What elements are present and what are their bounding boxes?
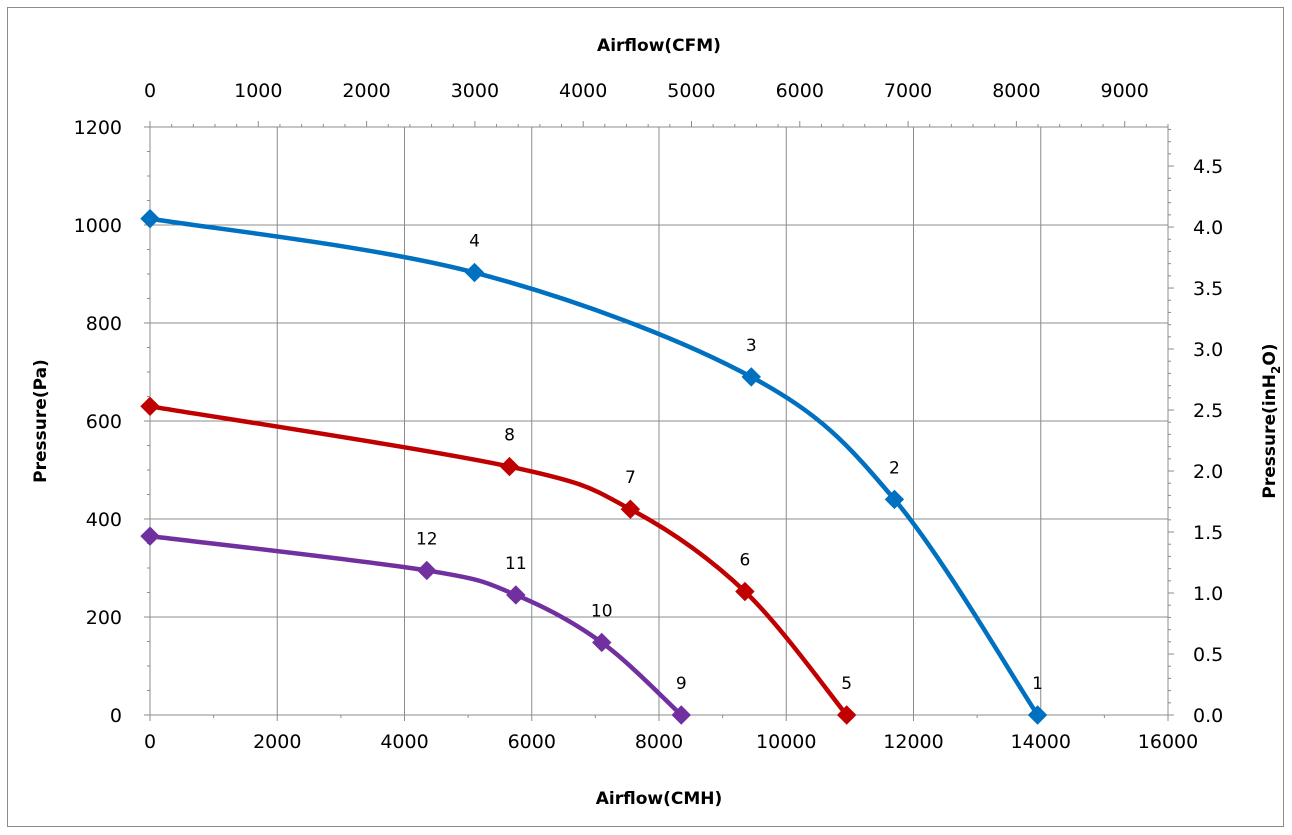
y-left-tick-label: 400 [86,509,122,531]
gridlines [150,126,1169,715]
x-top-tick-label: 6000 [776,80,824,102]
y-right-tick-label: 0.5 [1193,644,1223,666]
y-left-title: Pressure(Pa) [31,359,51,483]
x-top-tick-label: 9000 [1101,80,1149,102]
data-point-marker [140,396,160,417]
y-right-tick-label: 3.5 [1193,278,1223,300]
data-point-label: 1 [1032,674,1043,694]
y-left-tick-label: 0 [110,705,122,727]
data-point-marker [741,367,761,387]
series-line-2 [149,404,849,717]
x-top-tick-label: 5000 [667,80,715,102]
data-point-label: 6 [739,551,750,571]
data-point-label: 8 [504,426,515,446]
series-line-3 [149,533,683,717]
data-point-marker [140,208,160,229]
data-point-marker [506,585,526,605]
y-right-tick-label: 4.5 [1193,156,1223,178]
y-right-title-sub: 2 [1269,366,1283,374]
y-right-title-end: O) [1260,343,1280,365]
y-left-tick-label: 1000 [74,215,122,237]
series-group: 4 3 2 1 8 7 6 5 12 11 10 9 [140,208,1048,725]
x-top-tick-label: 4000 [559,80,607,102]
x-top-tick-label: 8000 [992,80,1040,102]
data-point-marker [836,705,857,725]
data-point-marker [592,632,612,653]
data-point-label: 9 [676,674,687,694]
x-top-tick-label: 2000 [342,80,390,102]
y-right-tick-label: 1.0 [1193,583,1223,605]
data-point-label: 2 [889,458,900,478]
y-right-title-main: Pressure(inH [1260,374,1280,499]
data-point-marker [884,489,905,510]
y-right-tick-label: 1.5 [1193,522,1223,544]
x-bottom-title: Airflow(CMH) [596,789,723,809]
y-right-tick-label: 3.0 [1193,339,1223,361]
data-point-marker [620,499,641,519]
y-right-title: Pressure(inH2O) [1260,343,1283,498]
data-point-marker [417,560,437,581]
data-point-marker [140,526,160,546]
data-point-label: 4 [469,232,480,252]
x-bottom-tick-label: 10000 [756,731,816,753]
data-point-label: 5 [841,674,852,694]
x-bottom-tick-label: 0 [144,731,156,753]
data-point-label: 3 [746,336,757,356]
data-point-marker [735,581,755,602]
y-right-tick-label: 2.5 [1193,400,1223,422]
x-bottom-tick-label: 2000 [253,731,301,753]
y-left-tick-label: 800 [86,313,122,335]
y-left-tick-label: 200 [86,607,122,629]
x-bottom-tick-label: 14000 [1011,731,1071,753]
x-top-tick-label: 3000 [451,80,499,102]
x-bottom-tick-label: 8000 [635,731,683,753]
y-right-tick-label: 0.0 [1193,705,1223,727]
data-point-marker [499,456,520,477]
y-left-tick-label: 600 [86,411,122,433]
data-point-label: 12 [416,529,438,549]
x-top-tick-label: 7000 [884,80,932,102]
data-point-label: 7 [625,468,636,488]
x-bottom-tick-label: 6000 [508,731,556,753]
data-point-marker [1027,705,1048,725]
x-top-title: Airflow(CFM) [597,36,721,56]
data-point-marker [464,262,485,283]
series-line-1 [149,216,1040,717]
data-point-label: 11 [505,554,527,574]
x-top-tick-label: 1000 [234,80,282,102]
y-left-tick-label: 1200 [74,117,122,139]
x-bottom-tick-label: 12000 [883,731,943,753]
tick-labels: 0 2000 4000 6000 8000 10000 12000 14000 16000020… [74,80,1224,753]
data-point-marker [671,705,691,725]
data-point-label: 10 [591,601,613,621]
y-right-tick-label: 4.0 [1193,217,1223,239]
y-right-tick-label: 2.0 [1193,461,1223,483]
x-bottom-tick-label: 4000 [380,731,428,753]
axis-titles: Airflow(CFM) Airflow(CMH) Pressure(Pa) P… [31,36,1283,809]
x-top-tick-label: 0 [144,80,156,102]
x-bottom-tick-label: 16000 [1138,731,1198,753]
